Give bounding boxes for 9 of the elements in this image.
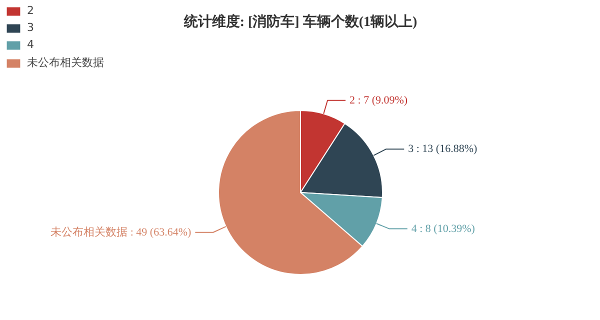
data-label: 3 : 13 (16.88%) <box>408 143 478 156</box>
legend-label: 3 <box>27 21 35 34</box>
data-label: 2 : 7 (9.09%) <box>350 94 408 106</box>
text: 统计维度: [消防车] 车辆个数(1辆以上) <box>182 13 418 30</box>
legend-label: 2 <box>27 4 35 17</box>
legend-label: 未公布相关数据 <box>27 55 104 70</box>
legend-label: 4 <box>27 38 35 51</box>
data-label: 未公布相关数据 : 49 (63.64%) <box>50 225 192 238</box>
data-label: 4 : 8 (10.39%) <box>411 222 476 235</box>
